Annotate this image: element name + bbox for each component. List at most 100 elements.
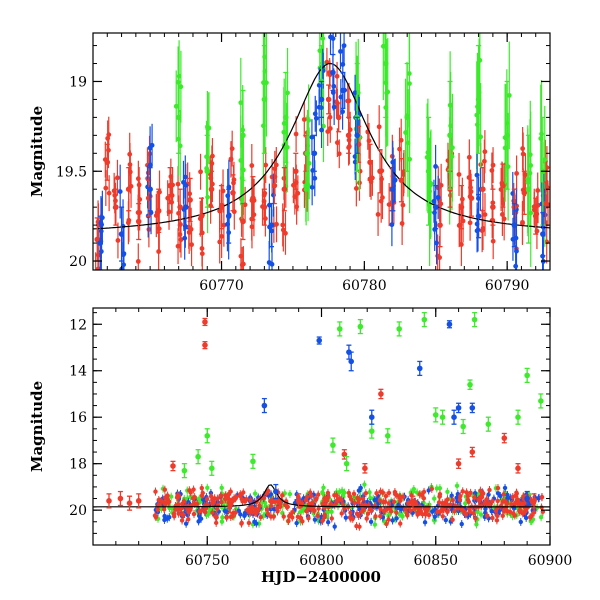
green-point [467,381,473,388]
dense-point [265,511,271,517]
dense-point [450,517,455,522]
streak-point [240,261,246,267]
streak-point [331,104,337,110]
dense-point [339,497,344,502]
dense-point [490,499,495,504]
dense-point [312,508,317,513]
dense-point [501,492,506,497]
red-point [135,498,142,504]
dense-point [529,513,534,518]
red-point [500,182,506,189]
top-ticks: 60770 60780 60790 19 19.5 20 [56,33,551,294]
streak-point [378,198,384,204]
streak-point [178,84,184,90]
dense-point [308,490,313,495]
green-point [421,316,428,323]
dense-point [298,515,303,521]
green-point [485,421,492,427]
dense-point [472,490,478,496]
dense-point [463,501,468,506]
dense-point [294,520,299,526]
dense-point [306,516,311,521]
dense-point [271,514,276,519]
red-point [240,218,246,225]
streak-point [352,159,358,165]
streak-point [126,217,132,223]
dense-point [334,498,340,503]
dense-point [287,491,293,497]
blue-point [416,365,423,372]
red-point [187,197,193,203]
dense-point [191,487,196,492]
streak-point [334,73,340,79]
streak-point [96,282,101,287]
red-point [155,207,162,214]
streak-point [175,181,181,187]
dense-point [482,501,487,506]
dense-point [241,490,246,495]
blue-point [330,69,336,76]
dense-point [454,483,460,489]
dense-point [436,500,442,505]
green-point [538,398,544,404]
dense-point [244,496,249,502]
streak-point [177,232,183,237]
red-point [542,200,549,207]
streak-point [249,224,255,230]
red-point [437,222,443,228]
streak-point [506,92,512,98]
green-point [396,326,402,332]
dense-point [359,509,364,514]
streak-point [316,104,322,110]
red-point [480,186,486,193]
dense-point [165,493,170,498]
dense-point [343,515,349,520]
dense-point [213,514,218,519]
streak-point [513,263,519,269]
dense-point [228,489,233,494]
dense-point [209,500,215,506]
streak-point [386,202,392,207]
dense-point [445,509,450,515]
red-point [295,498,302,504]
dense-point [246,520,252,526]
streak-point [305,182,311,188]
top-plot-area [93,33,550,287]
red-point [126,500,133,506]
dense-point [360,496,366,501]
streak-point [321,123,326,129]
streak-point [115,238,121,243]
streak-point [525,179,531,185]
red-point [113,204,119,210]
streak-point [505,164,511,170]
dense-point [179,518,185,523]
blue-point [273,488,279,495]
dense-point [320,490,325,495]
red-point [170,463,176,469]
streak-point [435,195,441,200]
dense-point [430,509,435,514]
red-point [125,186,132,193]
dense-point [515,497,521,502]
dense-point [328,501,334,507]
dense-point [378,513,383,519]
dense-point [386,490,392,496]
x-tick-label: 60750 [185,553,230,569]
streak-point [376,124,382,130]
green-point [357,323,364,330]
streak-point [266,260,272,265]
dense-point [487,487,492,493]
green-point [209,465,215,472]
dense-point [390,518,395,523]
dense-point [219,504,225,510]
streak-point [175,243,181,249]
dense-point [316,492,321,497]
bottom-panel: 60750 60800 60850 60900 12 14 16 18 20 Magnitude… [28,307,572,586]
streak-point [482,212,488,218]
green-point [195,453,201,460]
dense-point [494,518,500,523]
dense-point [219,519,225,524]
dense-point [257,503,262,508]
dense-point [240,499,245,504]
dense-point [531,510,537,515]
